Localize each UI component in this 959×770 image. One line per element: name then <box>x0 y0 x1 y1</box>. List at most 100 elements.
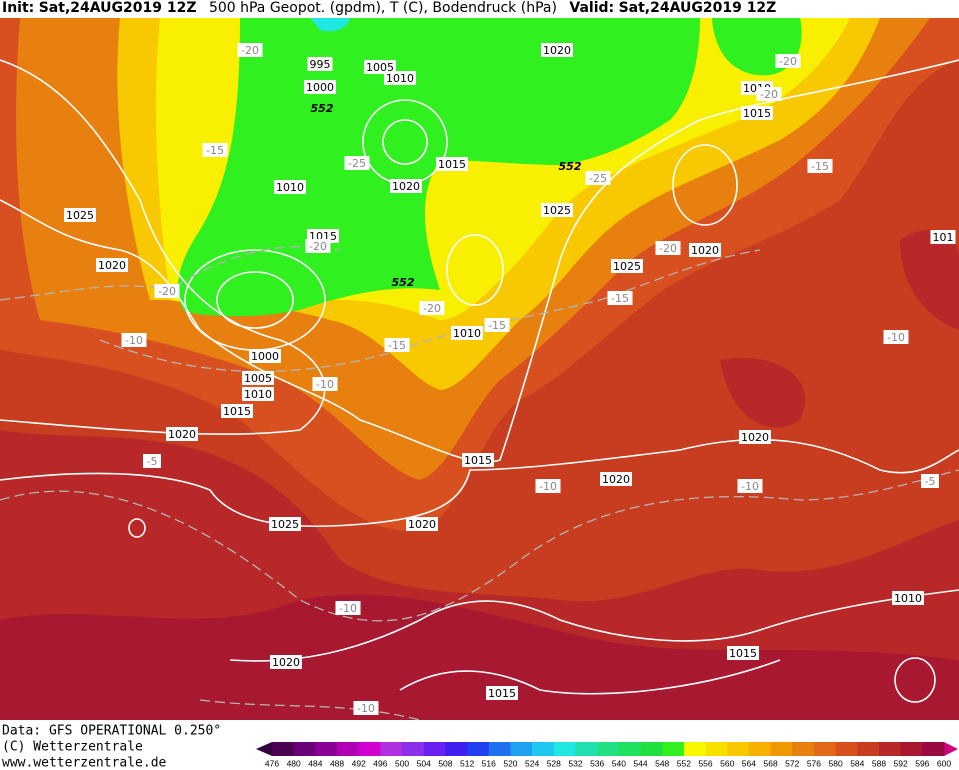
legend-swatch <box>423 742 446 756</box>
temperature-label-box <box>305 239 331 253</box>
pressure-label-box <box>384 71 416 85</box>
init-label: Init: <box>2 0 34 16</box>
legend-tick-label: 548 <box>655 758 669 768</box>
isotherm <box>0 469 959 622</box>
init-value: Sat,24AUG2019 12Z <box>39 0 197 16</box>
legend-tick-label: 540 <box>612 758 626 768</box>
temperature-label: -20 <box>760 88 778 101</box>
legend-swatch <box>813 742 837 756</box>
legend-tick-label: 568 <box>763 758 777 768</box>
legend-tick-label: 476 <box>265 758 279 768</box>
pressure-label-box <box>242 387 274 401</box>
temperature-label: -15 <box>388 339 406 352</box>
temperature-label: -10 <box>741 480 759 493</box>
pressure-label-box <box>436 157 468 171</box>
temperature-label-box <box>202 143 228 157</box>
legend-tick-label: 516 <box>482 758 496 768</box>
legend-swatch <box>358 742 381 756</box>
legend-tick-label: 484 <box>308 758 322 768</box>
pressure-label: 1010 <box>453 327 481 340</box>
legend-tick-label: 580 <box>829 758 843 768</box>
temperature-label: -15 <box>811 160 829 173</box>
temperature-label-box <box>756 87 782 101</box>
valid-label: Valid: <box>569 0 614 16</box>
temperature-label-box <box>335 601 361 615</box>
legend-swatch <box>532 742 555 756</box>
temperature-label: -15 <box>206 144 224 157</box>
temperature-label: -20 <box>241 44 259 57</box>
temperature-label-box <box>237 43 263 57</box>
pressure-label: 1010 <box>894 592 922 605</box>
legend-swatch <box>662 742 685 756</box>
pressure-label-box <box>541 43 573 57</box>
legend-tick-label: 492 <box>352 758 366 768</box>
legend-swatch <box>272 742 295 756</box>
pressure-label: 1010 <box>244 388 272 401</box>
temperature-label-box <box>484 318 510 332</box>
legend-tick-label: 480 <box>287 758 301 768</box>
pressure-label-box <box>600 472 632 486</box>
legend-tick-label: 564 <box>742 758 756 768</box>
pressure-label: 1020 <box>392 180 420 193</box>
isotherm <box>199 699 421 721</box>
pressure-label: 1005 <box>366 61 394 74</box>
pressure-label-box <box>930 230 956 244</box>
field-dark-east <box>720 229 959 428</box>
pressure-label-box <box>406 517 438 531</box>
pressure-label: 1015 <box>488 687 516 700</box>
pressure-label: 1000 <box>306 81 334 94</box>
title: 500 hPa Geopot. (gpdm), T (C), Bodendruc… <box>209 0 557 16</box>
pressure-label-box <box>221 404 253 418</box>
pressure-label: 101 <box>933 231 954 244</box>
legend-swatch <box>770 742 793 756</box>
isobar-low <box>382 119 428 165</box>
legend-swatch <box>727 742 750 756</box>
pressure-label: 1015 <box>223 405 251 418</box>
temperature-label-box <box>883 330 909 344</box>
temperature-label: -10 <box>316 378 334 391</box>
temperature-label-box <box>384 338 410 352</box>
legend-tick-label: 576 <box>807 758 821 768</box>
pressure-label: 1020 <box>408 518 436 531</box>
pressure-label: 1020 <box>272 656 300 669</box>
legend-swatch <box>445 742 468 756</box>
pressure-label: 1015 <box>729 647 757 660</box>
legend-swatch <box>597 742 620 756</box>
legend-tick-label: 560 <box>720 758 734 768</box>
legend-tick-label: 488 <box>330 758 344 768</box>
legend-tick-label: 584 <box>850 758 864 768</box>
pressure-label: 1010 <box>386 72 414 85</box>
temperature-label: -10 <box>539 480 557 493</box>
pressure-label: 1015 <box>743 107 771 120</box>
pressure-label-box <box>274 180 306 194</box>
temperature-label-box <box>154 284 180 298</box>
temperature-label: -10 <box>357 702 375 715</box>
valid-value: Sat,24AUG2019 12Z <box>619 0 777 16</box>
legend-tick-label: 592 <box>894 758 908 768</box>
temperature-label: -15 <box>488 319 506 332</box>
legend-tick-label: 524 <box>525 758 539 768</box>
legend-tick-label: 520 <box>503 758 517 768</box>
legend-tick-label: 528 <box>547 758 561 768</box>
temperature-label-box <box>807 159 833 173</box>
legend-tick-label: 556 <box>698 758 712 768</box>
pressure-label-box <box>892 591 924 605</box>
legend-tick-label: 532 <box>568 758 582 768</box>
pressure-label: 1020 <box>168 428 196 441</box>
temperature-label: -20 <box>659 242 677 255</box>
temperature-label-box <box>921 474 939 488</box>
legend-swatch <box>510 742 533 756</box>
legend-swatch <box>705 742 728 756</box>
legend-swatch <box>337 742 360 756</box>
pressure-label: 1025 <box>271 518 299 531</box>
temperature-label: -5 <box>925 475 936 488</box>
temperature-label: -20 <box>158 285 176 298</box>
legend-tick-label: 544 <box>633 758 647 768</box>
isobar <box>0 438 959 528</box>
temperature-label: -5 <box>147 455 158 468</box>
color-legend: 476 480 484 488 492 496 500 504 508 512 516 520 524 5… <box>256 742 958 768</box>
field-darker <box>0 594 959 720</box>
legend-swatch <box>553 742 576 756</box>
pressure-label: 1025 <box>66 209 94 222</box>
isobars <box>0 59 959 721</box>
